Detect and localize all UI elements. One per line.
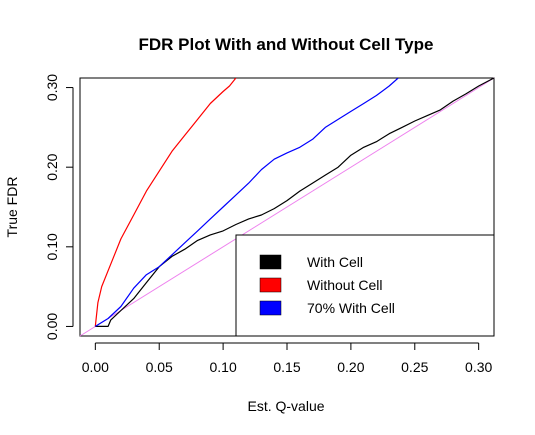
- x-tick-label: 0.25: [401, 359, 428, 375]
- y-axis: 0.00 0.10 0.20 0.30: [44, 74, 74, 340]
- y-tick-label: 0.30: [44, 74, 60, 101]
- series-line-with-cell: [95, 78, 494, 327]
- legend-items: With Cell Without Cell 70% With Cell: [259, 254, 395, 316]
- x-tick-label: 0.05: [146, 359, 173, 375]
- x-tick-label: 0.15: [273, 359, 300, 375]
- series-layer: [94, 78, 494, 327]
- series-line-without-cell: [94, 78, 237, 327]
- x-tick-label: 0.20: [337, 359, 364, 375]
- legend-swatch-70pct-with-cell: [259, 300, 282, 316]
- reference-line: [79, 77, 495, 337]
- legend-label-70pct-with-cell: 70% With Cell: [307, 300, 395, 316]
- x-tick-label: 0.10: [209, 359, 236, 375]
- legend-label-with-cell: With Cell: [307, 254, 363, 270]
- reference-layer: [79, 77, 495, 337]
- series-line-70pct-with-cell: [94, 78, 399, 327]
- legend-swatch-without-cell: [259, 277, 282, 293]
- legend-label-without-cell: Without Cell: [307, 277, 382, 293]
- legend-swatch-with-cell: [259, 254, 282, 270]
- x-tick-label: 0.30: [465, 359, 492, 375]
- y-tick-label: 0.20: [44, 153, 60, 180]
- y-tick-label: 0.10: [44, 233, 60, 260]
- legend: With Cell Without Cell 70% With Cell: [235, 234, 495, 337]
- x-axis: 0.00 0.05 0.10 0.15 0.20 0.25 0.30: [82, 342, 493, 375]
- y-axis-title: True FDR: [4, 177, 20, 238]
- x-tick-label: 0.00: [82, 359, 109, 375]
- x-axis-title: Est. Q-value: [247, 398, 324, 414]
- chart-title: FDR Plot With and Without Cell Type: [139, 35, 434, 54]
- y-tick-label: 0.00: [44, 313, 60, 340]
